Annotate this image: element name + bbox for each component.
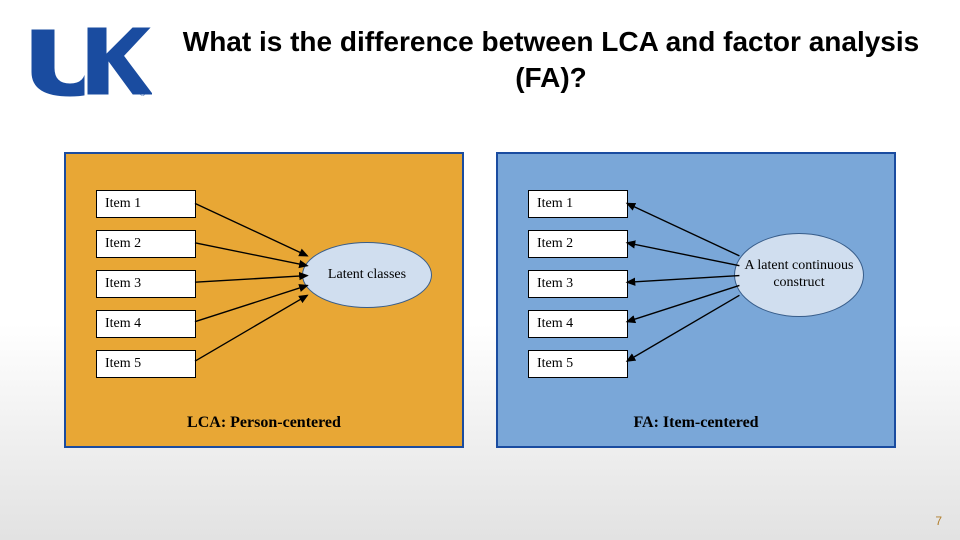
- item-box: Item 3: [528, 270, 628, 298]
- item-box: Item 1: [96, 190, 196, 218]
- item-box: Item 2: [96, 230, 196, 258]
- fa-panel: Item 1 Item 2 Item 3 Item 4 Item 5 A latent c…: [496, 152, 896, 448]
- item-box: Item 4: [96, 310, 196, 338]
- item-box: Item 4: [528, 310, 628, 338]
- uk-logo: ®: [22, 20, 152, 100]
- latent-construct: A latent continuous construct: [734, 233, 864, 317]
- panel-caption: FA: Item-centered: [498, 414, 894, 432]
- slide-title: What is the difference between LCA and f…: [172, 20, 930, 97]
- item-box: Item 3: [96, 270, 196, 298]
- lca-panel: Item 1 Item 2 Item 3 Item 4 Item 5 Latent cla…: [64, 152, 464, 448]
- item-box: Item 5: [96, 350, 196, 378]
- item-box: Item 2: [528, 230, 628, 258]
- latent-construct: Latent classes: [302, 242, 432, 308]
- panel-caption: LCA: Person-centered: [66, 414, 462, 432]
- svg-text:®: ®: [140, 90, 146, 98]
- page-number: 7: [935, 514, 942, 528]
- item-box: Item 5: [528, 350, 628, 378]
- panels-container: Item 1 Item 2 Item 3 Item 4 Item 5 Latent cla…: [0, 152, 960, 448]
- item-box: Item 1: [528, 190, 628, 218]
- header: ® What is the difference between LCA and…: [0, 0, 960, 100]
